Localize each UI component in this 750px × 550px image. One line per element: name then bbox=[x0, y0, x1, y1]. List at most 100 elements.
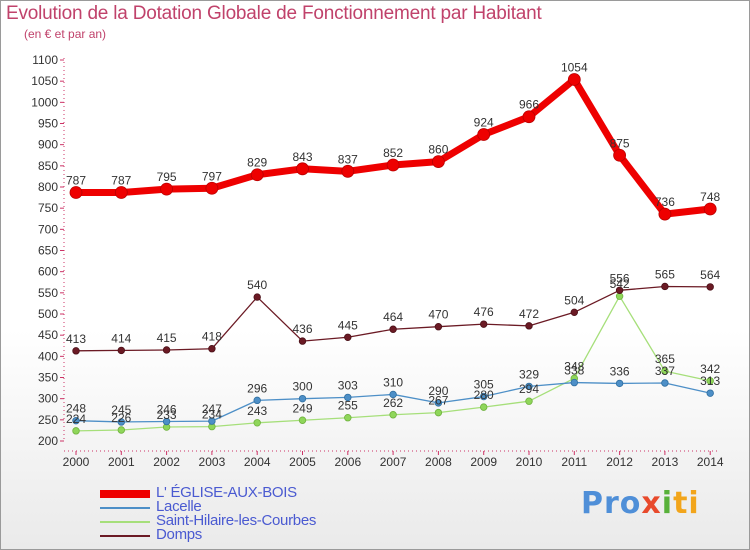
series-domps bbox=[72, 282, 714, 355]
chart-subtitle: (en € et par an) bbox=[24, 27, 107, 41]
data-point-domps-2005 bbox=[298, 337, 307, 345]
data-point-l_eglise-2003 bbox=[205, 181, 219, 195]
x-tick-label-2006: 2006 bbox=[334, 455, 361, 469]
data-label-l_eglise-2010: 966 bbox=[519, 98, 539, 112]
y-tick-label-450: 450 bbox=[38, 328, 58, 342]
data-label-domps-2006: 445 bbox=[338, 318, 358, 332]
data-point-saint_hilaire-2007 bbox=[389, 411, 397, 419]
data-point-lacelle-2003 bbox=[208, 417, 216, 425]
data-labels-l_eglise: 787 787 795 797 829 843 837 852 860 924 966 1054 875… bbox=[66, 60, 721, 209]
legend-swatch-domps bbox=[100, 535, 150, 537]
series-l_eglise bbox=[69, 73, 717, 221]
data-label-l_eglise-2004: 829 bbox=[247, 156, 267, 170]
data-label-lacelle-2000: 248 bbox=[66, 402, 86, 416]
data-label-l_eglise-2003: 797 bbox=[202, 169, 222, 183]
data-point-domps-2011 bbox=[570, 308, 578, 317]
data-label-domps-2013: 565 bbox=[655, 267, 675, 281]
data-label-saint_hilaire-2013: 365 bbox=[655, 352, 675, 366]
data-point-l_eglise-2010 bbox=[522, 110, 536, 124]
data-point-lacelle-2002 bbox=[162, 417, 171, 426]
legend-label-l-eglise: L' ÉGLISE-AUX-BOIS bbox=[156, 484, 297, 501]
data-label-saint_hilaire-2010: 294 bbox=[519, 382, 539, 396]
data-point-l_eglise-2001 bbox=[114, 186, 128, 199]
data-point-domps-2008 bbox=[434, 323, 443, 331]
y-tick-label-400: 400 bbox=[38, 349, 58, 363]
data-point-saint_hilaire-2005 bbox=[298, 416, 307, 424]
y-tick-label-1100: 1100 bbox=[32, 53, 58, 67]
data-label-saint_hilaire-2012: 542 bbox=[610, 277, 630, 291]
data-label-domps-2000: 413 bbox=[66, 332, 86, 346]
data-label-domps-2003: 418 bbox=[202, 330, 222, 344]
data-point-domps-2003 bbox=[208, 345, 216, 353]
data-label-lacelle-2007: 310 bbox=[383, 375, 403, 389]
data-point-l_eglise-2012 bbox=[613, 148, 626, 162]
data-label-lacelle-2001: 245 bbox=[111, 403, 131, 417]
data-label-l_eglise-2009: 924 bbox=[474, 116, 494, 130]
data-label-lacelle-2004: 296 bbox=[247, 381, 267, 395]
data-point-domps-2006 bbox=[344, 333, 352, 341]
data-label-l_eglise-2005: 843 bbox=[292, 150, 312, 164]
x-tick-label-2000: 2000 bbox=[63, 455, 90, 469]
data-point-l_eglise-2000 bbox=[69, 186, 83, 199]
y-tick-label-750: 750 bbox=[38, 201, 58, 215]
data-label-saint_hilaire-2008: 267 bbox=[428, 394, 448, 408]
x-tick-label-2010: 2010 bbox=[516, 455, 543, 469]
data-label-saint_hilaire-2001: 226 bbox=[111, 411, 131, 425]
data-point-lacelle-2010 bbox=[525, 382, 533, 391]
line-chart: 200 250 300 350 400 450 500 550 600 650 700 750 800 8… bbox=[31, 53, 724, 469]
proxiti-logo: Proxiti bbox=[581, 486, 700, 521]
legend-label-lacelle: Lacelle bbox=[156, 498, 202, 515]
y-tick-label-900: 900 bbox=[38, 138, 58, 152]
data-point-saint_hilaire-2006 bbox=[344, 414, 352, 422]
data-point-lacelle-2000 bbox=[72, 416, 80, 425]
data-label-l_eglise-2007: 852 bbox=[383, 146, 403, 160]
x-tick-label-2002: 2002 bbox=[153, 455, 180, 469]
data-point-lacelle-2001 bbox=[117, 418, 125, 426]
data-point-saint_hilaire-2013 bbox=[661, 367, 669, 375]
data-point-lacelle-2014 bbox=[706, 389, 714, 397]
data-label-l_eglise-2001: 787 bbox=[111, 174, 131, 188]
data-point-domps-2013 bbox=[661, 282, 669, 291]
data-label-l_eglise-2012: 875 bbox=[610, 136, 630, 150]
data-point-lacelle-2005 bbox=[298, 394, 307, 403]
data-point-saint_hilaire-2009 bbox=[480, 403, 488, 411]
y-tick-label-1000: 1000 bbox=[31, 95, 58, 109]
y-tick-label-850: 850 bbox=[38, 159, 58, 173]
y-tick-label-200: 200 bbox=[38, 434, 58, 448]
x-tick-label-2009: 2009 bbox=[470, 455, 497, 469]
data-label-lacelle-2003: 247 bbox=[202, 402, 222, 416]
data-label-lacelle-2006: 303 bbox=[338, 378, 358, 392]
data-label-lacelle-2011: 338 bbox=[564, 364, 584, 378]
y-tick-label-600: 600 bbox=[38, 265, 58, 279]
y-tick-label-700: 700 bbox=[38, 222, 58, 236]
data-point-l_eglise-2013 bbox=[658, 207, 672, 221]
series-lacelle bbox=[72, 378, 714, 426]
data-label-l_eglise-2000: 787 bbox=[66, 174, 86, 188]
y-tick-label-650: 650 bbox=[38, 244, 58, 258]
y-tick-label-800: 800 bbox=[38, 180, 58, 194]
data-label-domps-2004: 540 bbox=[247, 278, 267, 292]
data-label-domps-2011: 504 bbox=[564, 293, 584, 307]
data-point-lacelle-2011 bbox=[570, 378, 578, 387]
chart-axes: 200 250 300 350 400 450 500 550 600 650 700 750 800 8… bbox=[31, 53, 724, 469]
legend-swatch-saint-hilaire bbox=[100, 521, 150, 523]
data-label-saint_hilaire-2004: 243 bbox=[247, 404, 267, 418]
data-label-domps-2001: 414 bbox=[111, 331, 131, 345]
data-point-lacelle-2004 bbox=[253, 396, 261, 405]
data-point-l_eglise-2002 bbox=[160, 182, 174, 196]
data-label-domps-2008: 470 bbox=[428, 308, 448, 322]
y-tick-label-1050: 1050 bbox=[31, 74, 58, 88]
data-label-domps-2009: 476 bbox=[474, 305, 494, 319]
data-labels-saint_hilaire: 224 226 233 234 243 249 255 262 267 280 294 348 542 3… bbox=[66, 277, 721, 426]
x-tick-label-2012: 2012 bbox=[606, 455, 633, 469]
data-label-lacelle-2009: 305 bbox=[474, 378, 494, 392]
data-label-l_eglise-2013: 736 bbox=[655, 195, 675, 209]
data-label-saint_hilaire-2000: 224 bbox=[66, 412, 86, 426]
data-label-saint_hilaire-2006: 255 bbox=[338, 399, 358, 413]
data-point-saint_hilaire-2004 bbox=[253, 419, 261, 427]
data-label-saint_hilaire-2011: 348 bbox=[564, 359, 584, 373]
x-tick-label-2001: 2001 bbox=[108, 455, 135, 469]
data-label-l_eglise-2006: 837 bbox=[338, 152, 358, 166]
